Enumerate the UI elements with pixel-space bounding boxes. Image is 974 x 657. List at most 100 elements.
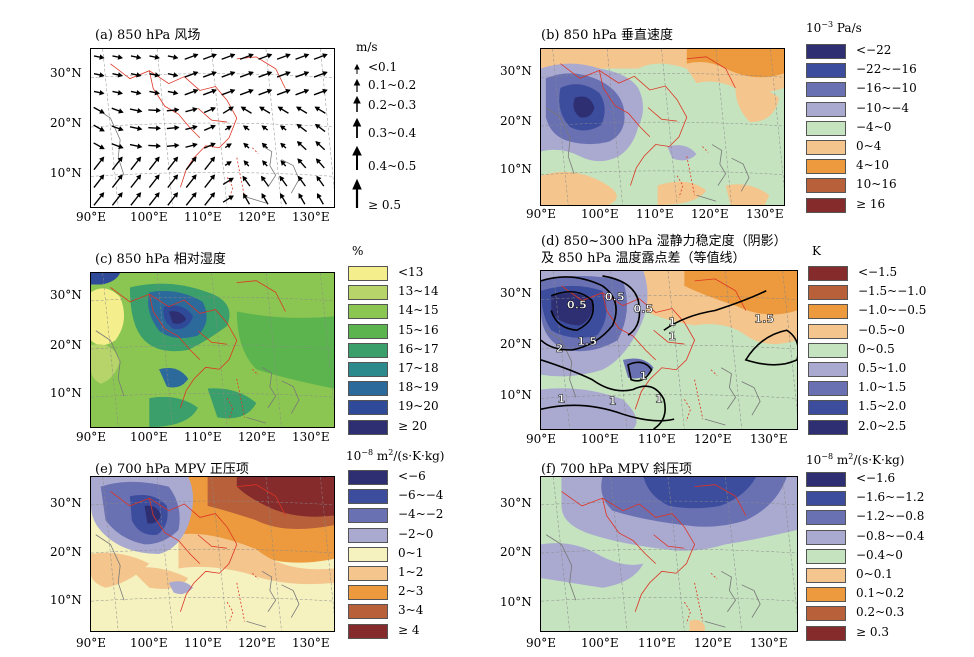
contour-line	[541, 359, 666, 429]
legend-swatch	[348, 565, 388, 581]
wind-vector-head	[99, 72, 105, 78]
wind-vector-head	[261, 142, 268, 149]
legend-swatch	[806, 587, 846, 603]
legend-swatch	[348, 266, 388, 281]
shaded-region	[159, 368, 189, 388]
map-canvas	[91, 49, 334, 207]
wind-vector-head	[118, 108, 124, 114]
meridian	[725, 271, 742, 429]
d-xtick: 130°E	[750, 432, 788, 446]
legend-swatch	[808, 381, 848, 397]
shaded-region	[643, 477, 757, 509]
legend-swatch	[348, 400, 388, 416]
wind-legend-unit: m/s	[356, 40, 378, 54]
meridian	[211, 273, 228, 427]
meridian	[156, 273, 173, 427]
legend-label: 19~20	[398, 399, 439, 414]
wind-vector-head	[154, 89, 160, 96]
wind-vector-head	[155, 143, 162, 149]
panel-d-map: 0.5 0.5 0.5 1.5 2 1 1 1 1 1 1.5 1	[540, 270, 798, 430]
wind-vector-head	[322, 71, 328, 77]
island-line	[226, 572, 259, 624]
coastlines	[95, 484, 300, 628]
parallel	[91, 122, 334, 128]
legend-swatch	[808, 342, 848, 358]
wind-vector-head	[136, 72, 142, 78]
e-ytick: 10°N	[50, 593, 82, 607]
parallel	[541, 597, 797, 602]
meridian	[265, 477, 282, 631]
d-xtick: 100°E	[581, 432, 619, 446]
wind-vector-head	[280, 142, 286, 149]
shaded-region	[684, 271, 797, 315]
panel-f-map	[540, 476, 798, 632]
legend-swatch	[348, 604, 388, 620]
parallel	[91, 500, 334, 506]
legend-swatch	[806, 139, 846, 155]
wind-vector-head	[285, 88, 291, 94]
legend-label: −4~0	[856, 119, 892, 134]
meridian	[156, 49, 173, 207]
wind-vector-head	[117, 174, 123, 180]
panel-a-map	[90, 48, 335, 208]
graticule	[541, 49, 784, 205]
e-xtick: 130°E	[292, 636, 330, 650]
wind-vector-head	[136, 174, 142, 180]
wind-vector-head	[260, 175, 267, 182]
c-xtick: 110°E	[184, 430, 222, 444]
wind-vector-head	[322, 88, 328, 94]
parallel	[91, 393, 334, 398]
wind-vector-head	[228, 106, 234, 112]
f-xtick: 90°E	[526, 636, 557, 650]
meridian	[715, 49, 732, 205]
legend-swatch	[348, 419, 388, 435]
wind-vector-head	[136, 54, 142, 60]
legend-label: 15~16	[398, 322, 439, 337]
legend-swatch	[806, 606, 846, 622]
legend-swatch	[348, 323, 388, 339]
legend-swatch	[348, 470, 388, 485]
legend-swatch	[806, 491, 846, 507]
legend-label: −22~−16	[856, 62, 917, 77]
panel-a-title: (a) 850 hPa 风场	[95, 28, 201, 43]
wind-vector-head	[173, 89, 179, 96]
wind-vector-head	[172, 192, 179, 198]
wind-vector-head	[99, 144, 105, 150]
coast-line	[95, 330, 300, 424]
b-ytick: 10°N	[500, 162, 532, 176]
wind-vectors	[93, 53, 328, 206]
wind-vector-head	[315, 158, 322, 164]
legend-label: <13	[398, 265, 424, 279]
wind-vector-head	[154, 192, 160, 198]
wind-legend: m/s <0.1 0.1~0.2 0.2~0.3 0.3~0.4 0.4~0.5…	[350, 40, 430, 220]
contour-label: 1.5	[754, 313, 774, 326]
f-xtick: 100°E	[581, 636, 619, 650]
panel-f-title: (f) 700 hPa MPV 斜压项	[541, 462, 693, 477]
wind-vector-head	[155, 125, 162, 131]
d-xtick: 120°E	[694, 432, 732, 446]
wind-vector-head	[99, 89, 105, 96]
wind-vector-head	[155, 107, 162, 114]
legend-swatch	[348, 342, 388, 358]
wind-vector-head	[154, 54, 160, 60]
meridian	[606, 49, 623, 205]
rh-legend-unit: %	[352, 244, 364, 258]
mpv-e-legend-unit: 10−8 m2/(s·K·kg)	[346, 448, 445, 463]
wind-legend-arrows	[352, 63, 362, 208]
legend-label: 0~0.5	[858, 341, 895, 356]
legend-swatch	[806, 63, 846, 79]
meridian	[610, 271, 628, 429]
contour-label: 1	[609, 394, 617, 407]
panel-e-title: (e) 700 hPa MPV 正压项	[95, 462, 249, 477]
wind-vector-head	[137, 107, 143, 114]
shaded-region	[168, 581, 194, 595]
legend-label: ≥ 20	[398, 418, 428, 433]
wind-vector-head	[136, 192, 142, 198]
wind-vector-head	[99, 156, 105, 163]
wind-vector-head	[117, 192, 123, 198]
coast-line	[95, 534, 300, 628]
b-xtick: 130°E	[746, 207, 784, 221]
wind-vector-head	[173, 72, 179, 78]
legend-label: 0~4	[856, 138, 882, 153]
